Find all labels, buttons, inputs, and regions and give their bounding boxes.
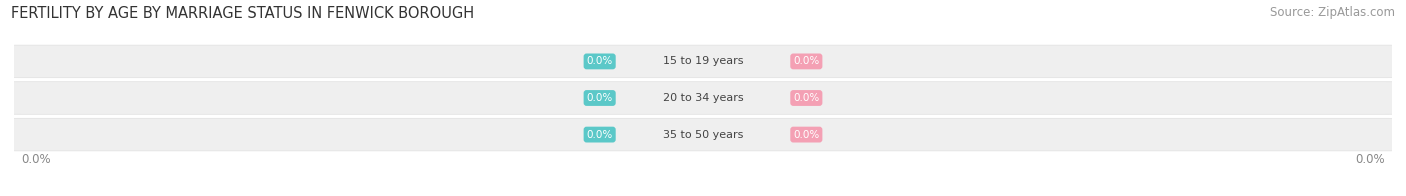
Text: 0.0%: 0.0%: [586, 56, 613, 66]
Text: 0.0%: 0.0%: [1355, 153, 1385, 166]
Text: 0.0%: 0.0%: [586, 130, 613, 140]
FancyBboxPatch shape: [0, 45, 1406, 78]
Text: 35 to 50 years: 35 to 50 years: [662, 130, 744, 140]
Text: 20 to 34 years: 20 to 34 years: [662, 93, 744, 103]
Text: 0.0%: 0.0%: [793, 56, 820, 66]
Text: 0.0%: 0.0%: [21, 153, 51, 166]
FancyBboxPatch shape: [0, 82, 1406, 114]
Text: FERTILITY BY AGE BY MARRIAGE STATUS IN FENWICK BOROUGH: FERTILITY BY AGE BY MARRIAGE STATUS IN F…: [11, 6, 474, 21]
Text: 0.0%: 0.0%: [586, 93, 613, 103]
Text: 0.0%: 0.0%: [793, 93, 820, 103]
Text: 15 to 19 years: 15 to 19 years: [662, 56, 744, 66]
Text: 0.0%: 0.0%: [793, 130, 820, 140]
FancyBboxPatch shape: [0, 118, 1406, 151]
Text: Source: ZipAtlas.com: Source: ZipAtlas.com: [1270, 6, 1395, 19]
Legend: Married, Unmarried: Married, Unmarried: [613, 192, 793, 196]
